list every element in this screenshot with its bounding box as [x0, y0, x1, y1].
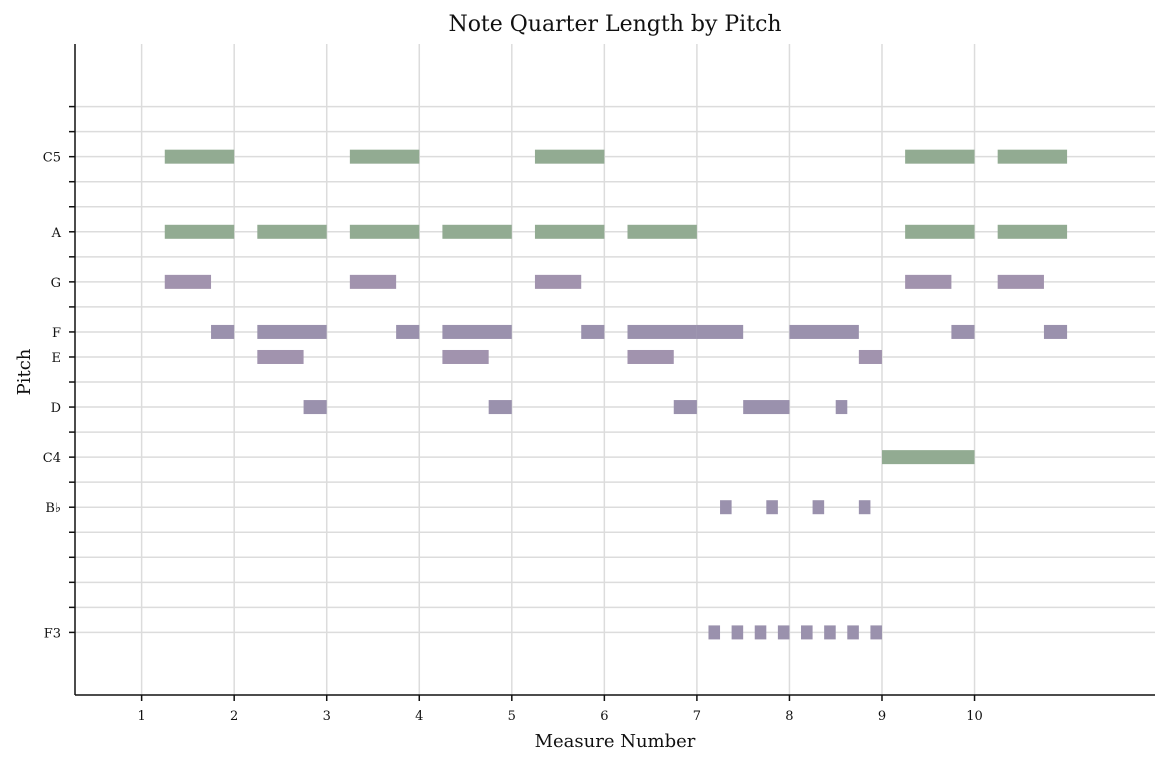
note-bar	[581, 324, 605, 339]
note-bar	[743, 400, 790, 415]
y-tick-label: E	[52, 351, 62, 366]
note-bar	[905, 224, 975, 239]
y-tick-label: B♭	[45, 501, 61, 516]
note-bar	[349, 224, 420, 239]
x-tick-label: 7	[693, 709, 701, 724]
note-bar	[349, 149, 420, 164]
note-bars	[164, 149, 1068, 640]
note-bar	[627, 324, 697, 339]
note-bar	[627, 224, 697, 239]
x-tick-label: 8	[785, 709, 793, 724]
note-bar	[164, 149, 235, 164]
note-bar	[835, 400, 848, 415]
note-bar	[766, 500, 778, 515]
x-axis-label: Measure Number	[535, 731, 696, 752]
note-bar	[534, 149, 605, 164]
note-bar	[905, 149, 975, 164]
note-bar	[847, 625, 859, 640]
y-tick-label: F	[52, 326, 61, 341]
note-bar	[164, 274, 212, 289]
note-bar	[754, 625, 767, 640]
note-bar	[858, 500, 871, 515]
note-bar	[627, 349, 674, 364]
note-bar	[349, 274, 397, 289]
y-tick-label: C4	[43, 451, 61, 466]
y-tick-label: A	[51, 226, 62, 241]
note-bar	[396, 324, 420, 339]
note-bar	[708, 625, 721, 640]
y-tick-label: C5	[43, 151, 61, 166]
x-tick-label: 10	[966, 709, 983, 724]
x-tick-label: 4	[415, 709, 423, 724]
note-bar	[858, 349, 882, 364]
note-bar	[905, 274, 952, 289]
note-bar	[870, 625, 882, 640]
note-bar	[534, 274, 582, 289]
y-tick-label: F3	[44, 626, 61, 641]
tick-labels: 1 2 3 4 5 6 7 8 9 10 F3 B♭ C4 D EF G A C5	[43, 105, 983, 724]
note-bar	[997, 224, 1068, 239]
note-bar	[789, 324, 859, 339]
grid-layer	[75, 44, 1155, 695]
note-bar	[442, 224, 512, 239]
note-bar	[720, 500, 732, 515]
note-bar	[534, 224, 605, 239]
note-bar	[211, 324, 235, 339]
note-bar	[257, 224, 327, 239]
note-bar	[673, 400, 697, 415]
note-bar	[801, 625, 813, 640]
note-bar	[303, 400, 327, 415]
axes	[74, 44, 1155, 696]
note-bar	[997, 149, 1068, 164]
note-bar	[257, 349, 304, 364]
note-bar	[164, 224, 235, 239]
note-bar	[1043, 324, 1068, 339]
x-tick-label: 3	[323, 709, 331, 724]
note-bar	[257, 324, 327, 339]
y-tick-label: G	[51, 276, 61, 291]
y-axis-label: Pitch	[14, 348, 35, 395]
note-bar	[696, 324, 744, 339]
note-bar	[951, 324, 975, 339]
note-bar	[812, 500, 825, 515]
note-bar	[442, 324, 512, 339]
note-bar	[731, 625, 744, 640]
note-bar	[997, 274, 1044, 289]
note-bar	[824, 625, 836, 640]
note-bar	[777, 625, 790, 640]
x-tick-label: 5	[508, 709, 516, 724]
note-bar	[488, 400, 512, 415]
note-bar	[881, 450, 975, 465]
x-tick-label: 9	[878, 709, 886, 724]
note-bar	[442, 349, 489, 364]
x-tick-label: 2	[230, 709, 238, 724]
y-tick-label: D	[51, 401, 61, 416]
x-tick-label: 6	[600, 709, 608, 724]
chart-title: Note Quarter Length by Pitch	[448, 12, 781, 37]
x-tick-label: 1	[137, 709, 145, 724]
